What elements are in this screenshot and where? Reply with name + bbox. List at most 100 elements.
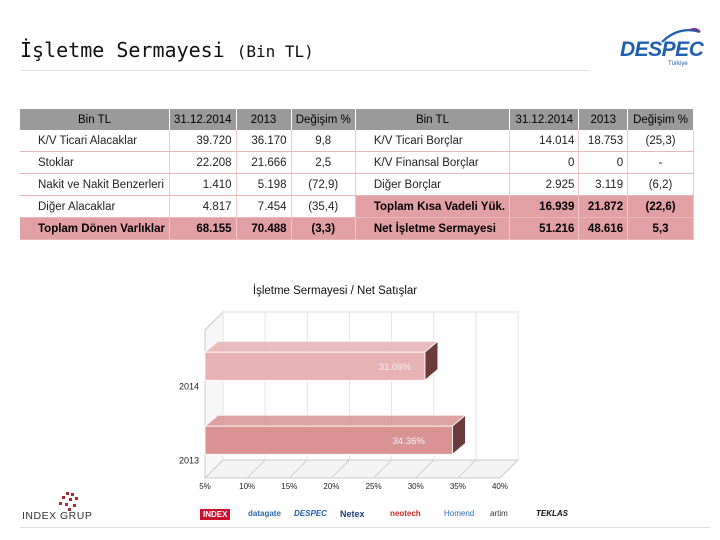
cell-value: 48.616 <box>578 217 629 240</box>
category-label: 2013 <box>179 455 199 465</box>
footer-divider <box>20 527 710 528</box>
cell-value: (6,2) <box>627 173 694 196</box>
cell-value: 5,3 <box>627 217 694 240</box>
row-label: Toplam Kısa Vadeli Yük. <box>355 195 511 218</box>
table-header-row: Bin TL 31.12.2014 2013 Değişim % Bin TL … <box>20 109 694 130</box>
chart-floor <box>203 459 520 479</box>
col-header: Değişim % <box>291 109 356 130</box>
cell-value: 2.925 <box>509 173 580 196</box>
row-label: K/V Ticari Borçlar <box>355 130 511 152</box>
page-title-main: İşletme Sermayesi <box>20 38 225 62</box>
col-header: 2013 <box>236 109 292 130</box>
index-grup-logo: INDEX GRUP <box>22 510 93 522</box>
brand-logo: artim <box>490 509 508 518</box>
cell-value: 9,8 <box>291 130 356 152</box>
brand-logo: INDEX <box>200 509 231 520</box>
page-title-unit: (Bin TL) <box>236 42 314 61</box>
cell-value: 39.720 <box>169 130 237 152</box>
cell-value: 22.208 <box>169 151 237 174</box>
row-label: Diğer Borçlar <box>355 173 511 196</box>
working-capital-table: Bin TL 31.12.2014 2013 Değişim % Bin TL … <box>20 109 694 240</box>
x-tick-label: 40% <box>492 482 508 491</box>
gridline-floor <box>373 459 392 479</box>
title-divider <box>20 70 590 71</box>
x-tick-label: 5% <box>199 482 211 491</box>
cell-value: (35,4) <box>291 195 356 218</box>
brand-logo: DESPEC <box>294 509 327 518</box>
bar <box>204 351 426 381</box>
row-label: K/V Ticari Alacaklar <box>20 130 170 152</box>
col-header: Bin TL <box>20 109 170 130</box>
x-tick-label: 15% <box>281 482 297 491</box>
cell-value: (3,3) <box>291 217 356 240</box>
cell-value: 36.170 <box>236 130 292 152</box>
gridline-floor <box>246 459 266 479</box>
x-tick-label: 25% <box>366 482 382 491</box>
col-header: Değişim % <box>627 109 694 130</box>
cell-value: (72,9) <box>291 173 356 196</box>
cell-value: 5.198 <box>236 173 292 196</box>
cell-value: (22,6) <box>627 195 694 218</box>
cell-value: 1.410 <box>169 173 237 196</box>
table-total-row: Toplam Dönen Varlıklar 68.155 70.488 (3,… <box>20 217 694 240</box>
row-label: Diğer Alacaklar <box>20 195 170 218</box>
gridline-floor <box>457 459 477 479</box>
table-row: Stoklar 22.208 21.666 2,5 K/V Finansal B… <box>20 151 694 174</box>
row-label: Toplam Dönen Varlıklar <box>20 217 170 240</box>
gridline-floor <box>499 459 519 479</box>
row-label: K/V Finansal Borçlar <box>355 151 511 174</box>
cell-value: 68.155 <box>169 217 237 240</box>
brand-logo: neotech <box>390 509 421 518</box>
gridline-floor <box>415 459 435 479</box>
x-tick-label: 10% <box>239 482 255 491</box>
row-label: Nakit ve Nakit Benzerleri <box>20 173 170 196</box>
brand-logo: datagate <box>248 509 281 518</box>
cell-value: 0 <box>578 151 629 174</box>
cell-value: 3.119 <box>578 173 629 196</box>
cell-value: 21.666 <box>236 151 292 174</box>
brand-logo-strip: INDEX datagate DESPEC Netex neotech Home… <box>198 509 568 529</box>
cell-value: 70.488 <box>236 217 292 240</box>
logo-name: DESPEC <box>620 38 704 61</box>
index-grup-mark-icon <box>59 492 78 511</box>
cell-value: 2,5 <box>291 151 356 174</box>
table-row: K/V Ticari Alacaklar 39.720 36.170 9,8 K… <box>20 130 694 152</box>
col-header: Bin TL <box>355 109 511 130</box>
brand-logo: Netex <box>340 509 365 519</box>
cell-value: (25,3) <box>627 130 694 152</box>
category-label: 2014 <box>179 381 199 391</box>
cell-value: 18.753 <box>578 130 629 152</box>
brand-logo: TEKLAS <box>536 509 568 518</box>
cell-value: 16.939 <box>509 195 580 218</box>
col-header: 2013 <box>578 109 629 130</box>
x-tick-label: 20% <box>323 482 339 491</box>
chart-title: İşletme Sermayesi / Net Satışlar <box>252 285 418 297</box>
data-label: 34.36% <box>393 436 426 447</box>
cell-value: 51.216 <box>509 217 580 240</box>
page-title: İşletme Sermayesi (Bin TL) <box>20 38 314 62</box>
col-header: 31.12.2014 <box>169 109 237 130</box>
bar <box>204 425 453 455</box>
logo-swoosh-icon <box>661 28 701 43</box>
cell-value: 21.872 <box>578 195 629 218</box>
gridline-floor <box>204 459 224 479</box>
table-row: Diğer Alacaklar 4.817 7.454 (35,4) Topla… <box>20 195 694 218</box>
cell-value: 0 <box>509 151 580 174</box>
table-row: Nakit ve Nakit Benzerleri 1.410 5.198 (7… <box>20 173 694 196</box>
bar-top <box>203 340 439 353</box>
x-tick-label: 35% <box>450 482 466 491</box>
col-header: 31.12.2014 <box>509 109 580 130</box>
logo-sub: Türkiye <box>668 61 688 67</box>
cell-value: - <box>627 151 694 174</box>
x-tick-label: 30% <box>408 482 424 491</box>
cell-value: 4.817 <box>169 195 237 218</box>
cell-value: 7.454 <box>236 195 292 218</box>
data-label: 31.09% <box>379 362 412 373</box>
gridline-floor <box>288 459 308 479</box>
despec-logo: DESPEC Türkiye <box>620 28 704 70</box>
gridline-floor <box>331 459 350 479</box>
bar-top <box>203 414 467 427</box>
row-label: Net İşletme Sermayesi <box>355 217 511 240</box>
row-label: Stoklar <box>20 151 170 174</box>
